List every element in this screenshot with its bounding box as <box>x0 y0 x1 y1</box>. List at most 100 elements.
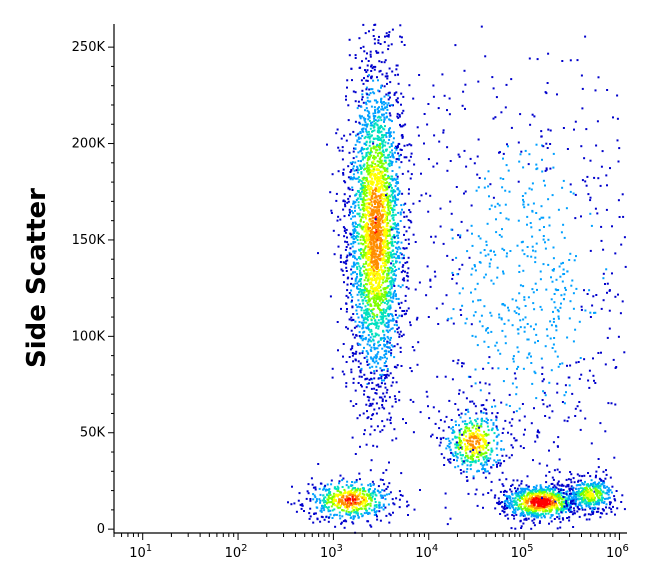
data-point <box>360 105 363 108</box>
data-point <box>368 396 371 399</box>
data-point <box>520 513 523 516</box>
data-point <box>399 247 402 250</box>
data-point <box>356 107 359 110</box>
data-point <box>563 502 566 505</box>
data-point <box>453 431 456 433</box>
data-point <box>383 364 386 367</box>
data-point <box>382 229 385 232</box>
data-point <box>366 64 369 67</box>
data-point <box>381 165 384 168</box>
data-point <box>355 403 358 405</box>
data-point <box>553 496 556 499</box>
data-point <box>481 434 484 437</box>
data-point <box>535 487 538 490</box>
data-point <box>375 326 378 329</box>
data-point <box>404 299 407 302</box>
data-point <box>363 312 366 315</box>
data-point <box>459 451 462 454</box>
data-point <box>557 491 560 494</box>
data-point <box>378 60 381 63</box>
data-point <box>357 324 360 327</box>
data-point <box>355 480 358 483</box>
data-point <box>387 163 390 166</box>
data-point <box>374 255 377 258</box>
data-point <box>375 392 378 395</box>
data-point <box>335 192 338 195</box>
data-point <box>366 198 369 201</box>
data-point <box>387 247 390 250</box>
data-point <box>393 270 396 273</box>
data-point <box>359 500 362 503</box>
data-point <box>381 219 384 222</box>
data-point <box>388 396 391 399</box>
data-point <box>404 270 406 273</box>
data-point <box>380 159 383 162</box>
data-point <box>344 203 346 206</box>
data-point <box>555 495 558 498</box>
data-point <box>486 425 489 428</box>
data-point <box>542 496 545 498</box>
data-point <box>387 313 390 315</box>
data-point <box>373 173 376 176</box>
data-point <box>372 270 375 273</box>
data-point <box>392 511 394 514</box>
data-point <box>358 472 361 475</box>
data-point <box>362 270 365 273</box>
data-point <box>388 521 391 524</box>
data-point <box>480 423 483 425</box>
data-point <box>487 429 490 432</box>
data-point <box>366 308 369 310</box>
data-point <box>465 470 468 473</box>
data-point <box>369 202 372 205</box>
data-point <box>400 161 403 164</box>
data-point <box>318 487 321 490</box>
data-point <box>377 266 380 269</box>
data-point <box>482 411 485 414</box>
data-point <box>385 197 388 200</box>
data-point <box>377 327 380 330</box>
data-point <box>390 287 393 290</box>
data-point <box>381 251 384 254</box>
data-point <box>456 456 459 459</box>
data-point <box>468 417 471 420</box>
data-point <box>408 188 410 191</box>
data-point <box>391 149 393 152</box>
data-point <box>529 490 532 493</box>
data-point <box>385 514 388 517</box>
data-point <box>360 172 363 175</box>
data-point <box>372 289 375 291</box>
data-point <box>357 190 360 192</box>
data-point <box>363 507 366 510</box>
data-point <box>362 192 365 195</box>
data-point <box>537 504 540 507</box>
data-point <box>367 399 370 402</box>
data-point <box>369 55 372 58</box>
data-point <box>341 486 344 488</box>
data-point <box>382 151 385 154</box>
data-point <box>309 498 312 500</box>
data-point <box>381 206 384 209</box>
data-point <box>380 139 383 142</box>
data-point <box>389 119 392 122</box>
data-point <box>511 446 514 449</box>
data-point <box>361 198 364 201</box>
data-point <box>372 444 375 447</box>
data-point <box>363 512 366 515</box>
data-point <box>385 214 388 217</box>
data-point <box>479 439 482 442</box>
data-point <box>377 344 380 347</box>
data-point <box>503 448 505 451</box>
data-point <box>483 433 486 436</box>
data-point <box>362 255 364 258</box>
data-point <box>358 331 361 334</box>
data-point <box>560 488 563 490</box>
data-point <box>398 506 401 509</box>
data-point <box>371 217 374 220</box>
data-point <box>378 177 381 180</box>
data-point <box>516 489 519 492</box>
data-point <box>372 115 375 117</box>
data-point <box>380 382 383 385</box>
data-point <box>381 221 384 224</box>
data-point <box>357 382 360 384</box>
data-point <box>355 325 358 328</box>
